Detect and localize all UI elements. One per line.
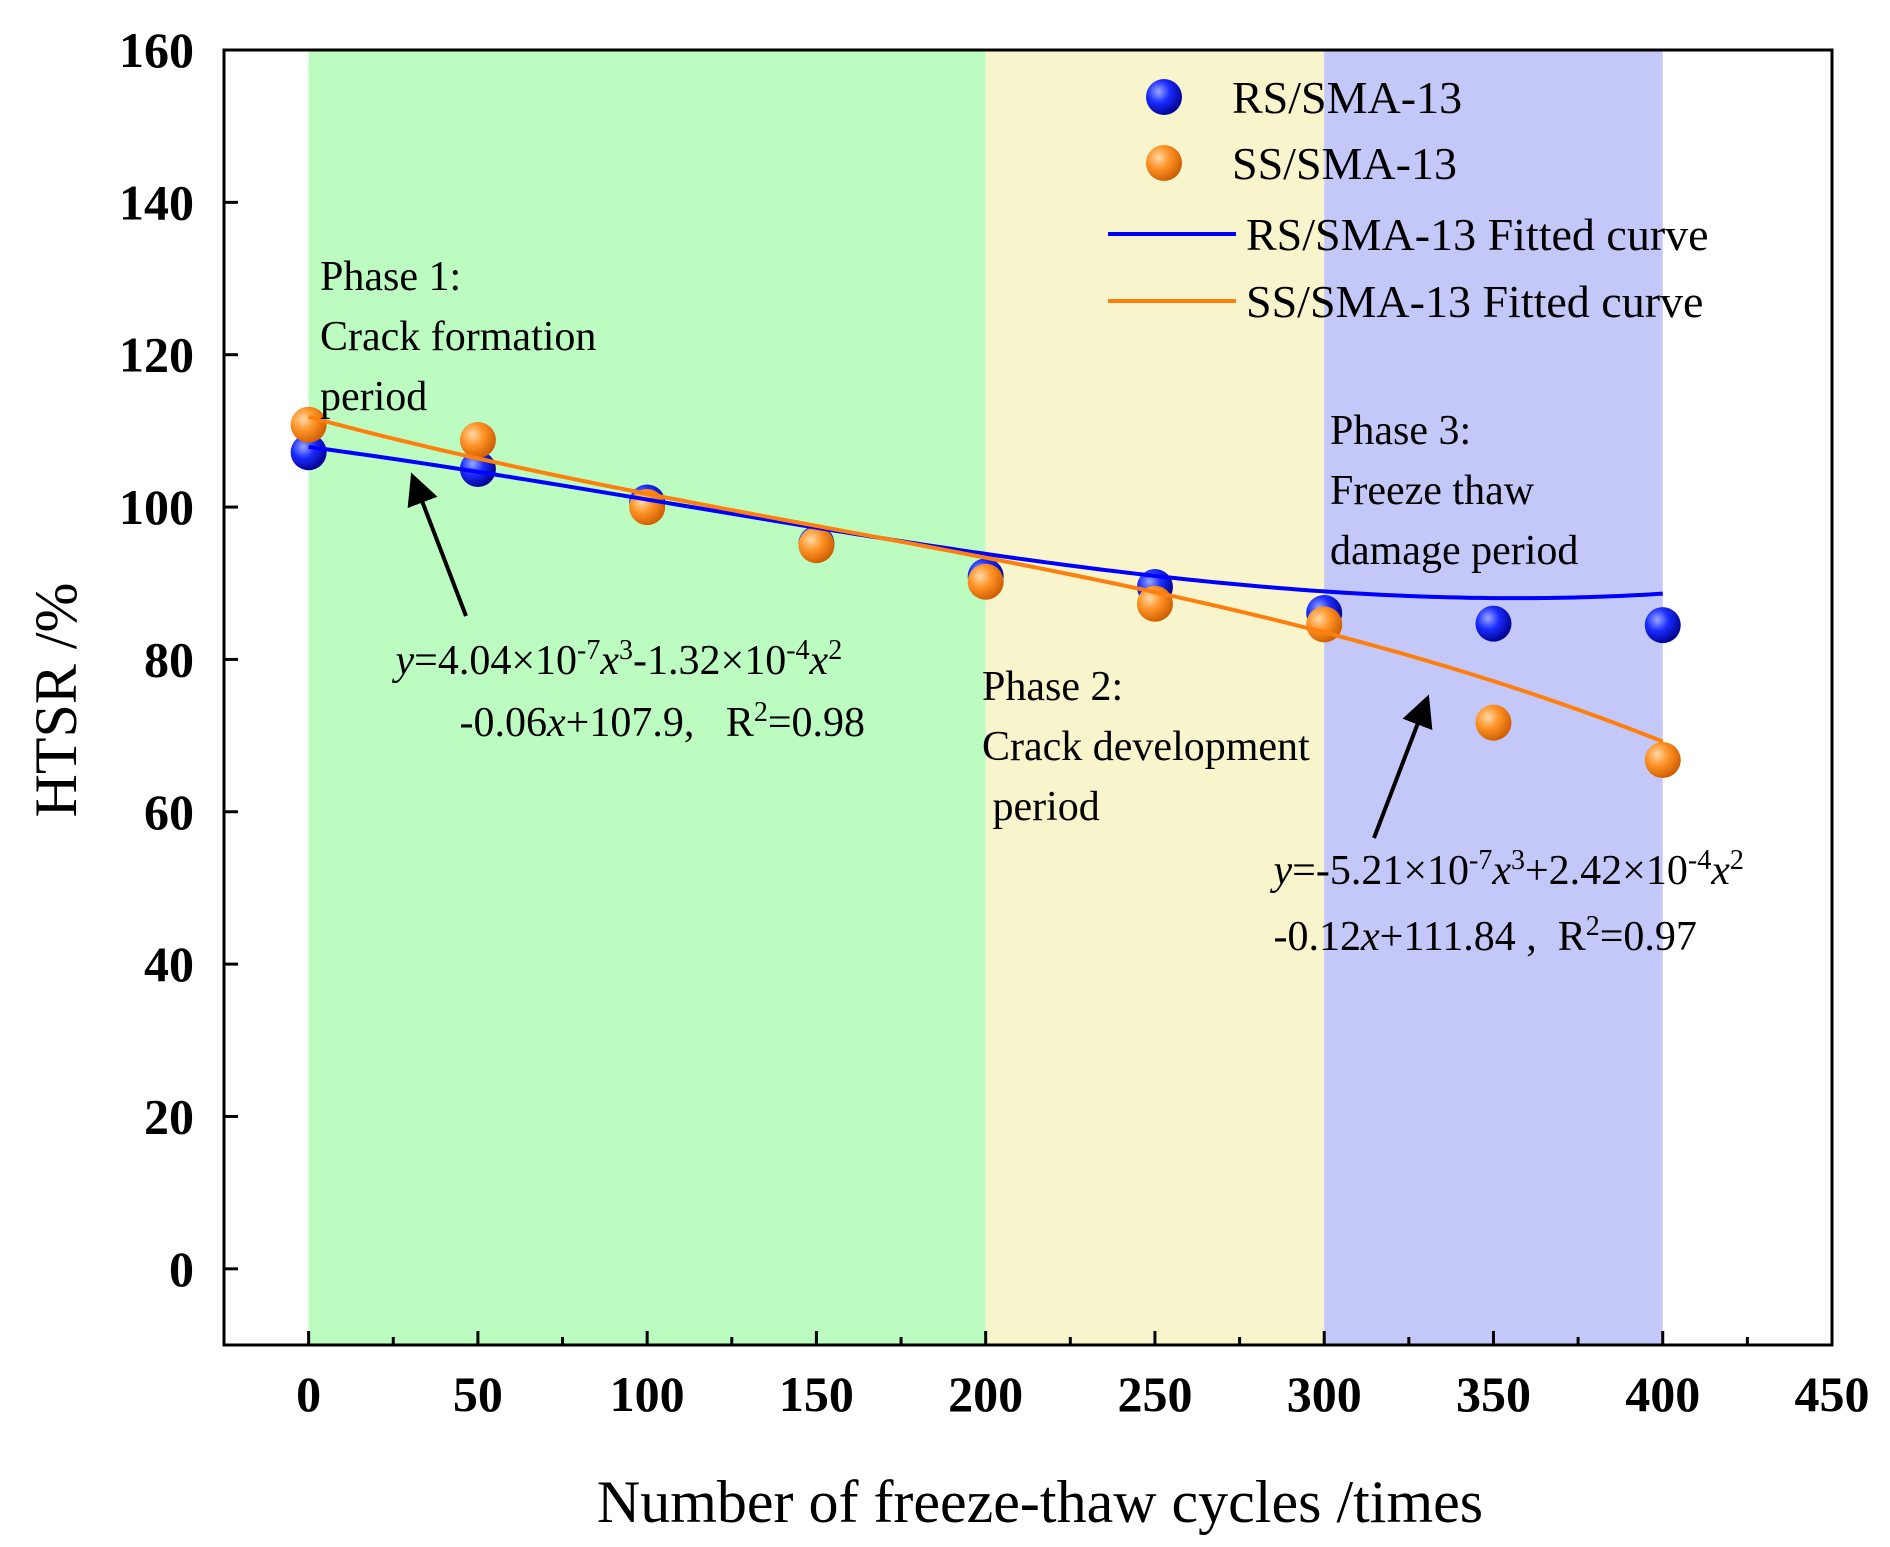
phase3-line1: Phase 3: bbox=[1330, 408, 1471, 454]
phase-regions bbox=[308, 50, 1663, 1345]
data-points bbox=[290, 406, 1681, 778]
legend-label-rs: RS/SMA-13 bbox=[1232, 72, 1462, 123]
legend-label-rs-curve: RS/SMA-13 Fitted curve bbox=[1246, 209, 1709, 260]
ss-data-point bbox=[967, 563, 1004, 600]
rs-data-point bbox=[290, 434, 327, 471]
legend-item-rs-curve: RS/SMA-13 Fitted curve bbox=[1108, 209, 1709, 260]
x-tick-label: 450 bbox=[1795, 1366, 1870, 1422]
phase-region-1 bbox=[308, 50, 986, 1345]
ss-data-point bbox=[1475, 704, 1512, 741]
fitted-curves bbox=[308, 414, 1664, 744]
plot-frame bbox=[222, 48, 1834, 1347]
x-tick-label: 100 bbox=[610, 1366, 685, 1422]
x-axis-title: Number of freeze-thaw cycles /times bbox=[597, 1469, 1483, 1535]
legend-item-ss-points: SS/SMA-13 bbox=[1146, 138, 1457, 189]
legend-item-ss-curve: SS/SMA-13 Fitted curve bbox=[1108, 276, 1703, 327]
y-tick-label: 60 bbox=[144, 784, 194, 840]
y-axis-title: HTSR /% bbox=[23, 582, 89, 817]
y-tick-label: 0 bbox=[169, 1241, 194, 1297]
phase2-annotation: Phase 2: Crack development period bbox=[982, 664, 1310, 830]
y-tick-label: 100 bbox=[119, 479, 194, 535]
x-tick-label: 200 bbox=[948, 1366, 1023, 1422]
phase3-line3: damage period bbox=[1330, 528, 1578, 574]
rs-equation: y=4.04×10-7x3-1.32×10-4x2 -0.06x+107.9, … bbox=[322, 635, 918, 747]
y-tick-label: 40 bbox=[144, 936, 194, 992]
rs-equation-line2: -0.06x+107.9, R2=0.98 bbox=[386, 697, 918, 747]
x-tick-label: 300 bbox=[1287, 1366, 1362, 1422]
phase-region-3 bbox=[1324, 50, 1663, 1345]
ss-data-point bbox=[1644, 741, 1681, 778]
legend-marker-ss bbox=[1146, 145, 1182, 181]
ss-data-point bbox=[798, 527, 835, 564]
phase2-line3: period bbox=[982, 784, 1100, 830]
y-tick-label: 140 bbox=[119, 174, 194, 230]
x-tick-label: 250 bbox=[1117, 1366, 1192, 1422]
y-axis-ticks: 0 20 40 60 80 100 120 140 160 bbox=[119, 22, 238, 1297]
phase1-line1: Phase 1: bbox=[320, 254, 461, 300]
phase1-line2: Crack formation bbox=[320, 314, 596, 360]
rs-data-point bbox=[1644, 607, 1681, 644]
legend-label-ss: SS/SMA-13 bbox=[1232, 138, 1457, 189]
x-tick-label: 400 bbox=[1625, 1366, 1700, 1422]
rs-equation-arrow bbox=[407, 472, 468, 617]
ss-equation-arrow bbox=[1372, 694, 1433, 839]
ss-equation-line1: y=-5.21×10-7x3+2.42×10-4x2 bbox=[1200, 845, 1796, 895]
phase2-line1: Phase 2: bbox=[982, 664, 1123, 710]
legend: RS/SMA-13 SS/SMA-13 RS/SMA-13 Fitted cur… bbox=[1108, 72, 1709, 327]
ss-equation-line2: -0.12x+111.84 , R2=0.97 bbox=[1200, 911, 1749, 961]
ss-data-point bbox=[290, 406, 327, 443]
x-tick-label: 0 bbox=[296, 1366, 321, 1422]
annotation-arrows bbox=[407, 472, 1433, 839]
rs-fitted-curve bbox=[308, 444, 1663, 601]
phase1-annotation: Phase 1: Crack formation period bbox=[320, 254, 596, 420]
x-axis-ticks: 0 50 100 150 200 250 300 350 400 450 bbox=[296, 1331, 1870, 1422]
x-tick-label: 150 bbox=[779, 1366, 854, 1422]
legend-marker-rs bbox=[1146, 79, 1182, 115]
y-tick-label: 80 bbox=[144, 631, 194, 687]
y-tick-label: 160 bbox=[119, 22, 194, 78]
ss-data-point bbox=[459, 422, 496, 459]
phase3-line2: Freeze thaw bbox=[1330, 468, 1535, 514]
rs-data-point bbox=[1475, 605, 1512, 642]
phase3-annotation: Phase 3: Freeze thaw damage period bbox=[1330, 408, 1578, 574]
ss-fitted-curve bbox=[308, 414, 1664, 744]
legend-item-rs-points: RS/SMA-13 bbox=[1146, 72, 1462, 123]
ss-equation: y=-5.21×10-7x3+2.42×10-4x2 -0.12x+111.84… bbox=[1200, 845, 1796, 961]
x-tick-label: 350 bbox=[1456, 1366, 1531, 1422]
x-tick-label: 50 bbox=[453, 1366, 503, 1422]
phase2-line2: Crack development bbox=[982, 724, 1310, 770]
rs-equation-line1: y=4.04×10-7x3-1.32×10-4x2 bbox=[322, 635, 895, 685]
y-tick-label: 120 bbox=[119, 327, 194, 383]
legend-label-ss-curve: SS/SMA-13 Fitted curve bbox=[1246, 276, 1703, 327]
phase-region-2 bbox=[985, 50, 1325, 1345]
phase1-line3: period bbox=[320, 374, 427, 420]
y-tick-label: 20 bbox=[144, 1088, 194, 1144]
